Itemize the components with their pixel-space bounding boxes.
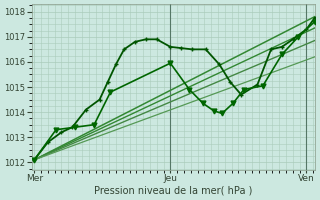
X-axis label: Pression niveau de la mer( hPa ): Pression niveau de la mer( hPa ) <box>94 186 252 196</box>
